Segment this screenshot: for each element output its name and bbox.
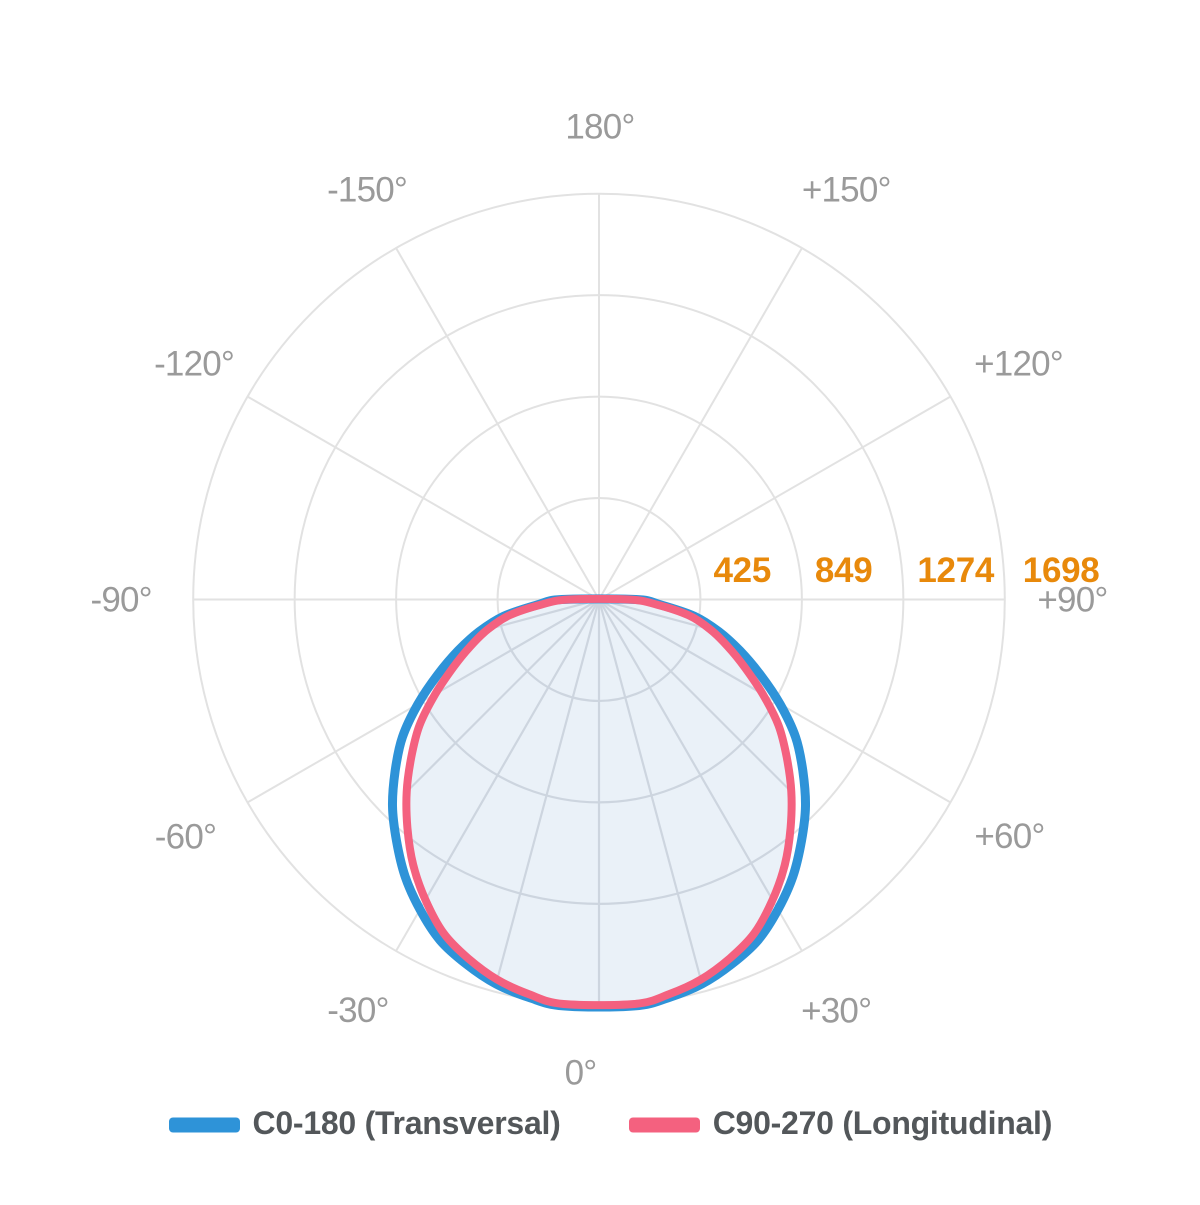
svg-text:-60°: -60° bbox=[155, 817, 216, 856]
svg-text:+90°: +90° bbox=[1037, 581, 1107, 620]
svg-text:-150°: -150° bbox=[327, 171, 407, 210]
svg-text:-120°: -120° bbox=[154, 345, 234, 384]
svg-text:1274: 1274 bbox=[917, 551, 994, 590]
svg-text:+120°: +120° bbox=[974, 345, 1063, 384]
svg-text:C0-180 (Transversal): C0-180 (Transversal) bbox=[253, 1105, 561, 1141]
svg-text:+150°: +150° bbox=[802, 171, 891, 210]
svg-text:0°: 0° bbox=[565, 1054, 597, 1093]
svg-text:-90°: -90° bbox=[91, 581, 152, 620]
svg-text:C90-270 (Longitudinal): C90-270 (Longitudinal) bbox=[713, 1105, 1052, 1141]
svg-text:1698: 1698 bbox=[1023, 551, 1100, 590]
svg-text:425: 425 bbox=[714, 551, 772, 590]
svg-text:-30°: -30° bbox=[327, 991, 388, 1030]
svg-text:+60°: +60° bbox=[974, 817, 1044, 856]
svg-text:180°: 180° bbox=[565, 107, 634, 146]
svg-text:+30°: +30° bbox=[801, 991, 871, 1030]
svg-text:849: 849 bbox=[815, 551, 873, 590]
